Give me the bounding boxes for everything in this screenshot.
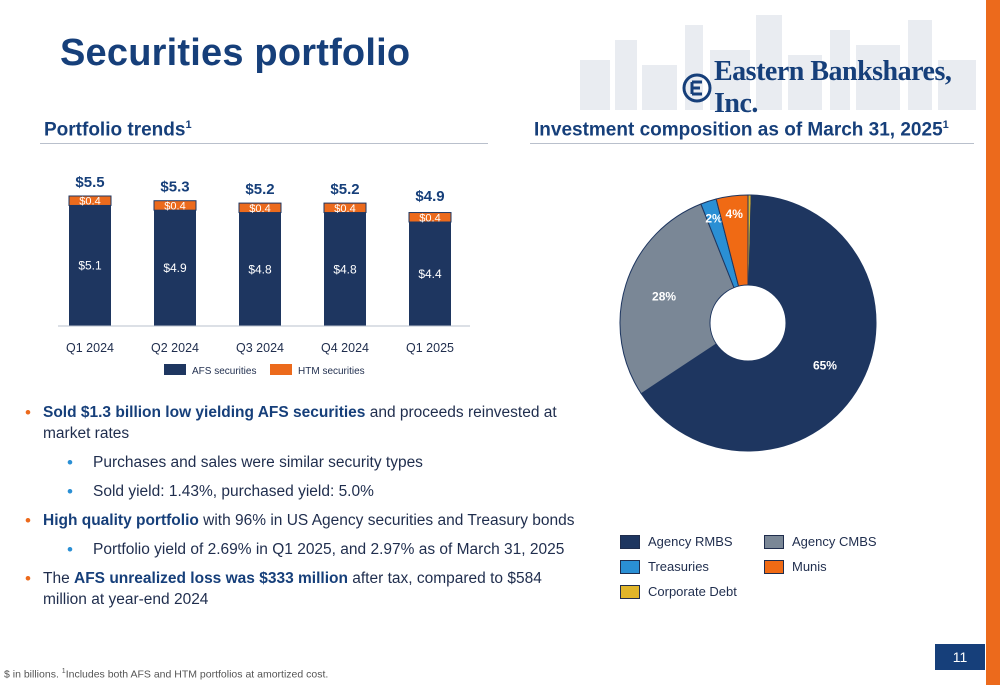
- legend-label: HTM securities: [298, 366, 365, 377]
- bar-label-htm: $0.4: [419, 212, 440, 224]
- pie-slice-label: 4%: [726, 207, 744, 221]
- bar-afs: [154, 210, 196, 326]
- bar-label-htm: $0.4: [334, 203, 355, 215]
- bullet-high-quality: High quality portfolio with 96% in US Ag…: [25, 510, 585, 531]
- pie-slice-label: 65%: [813, 359, 837, 373]
- page-number: 11: [935, 644, 985, 670]
- bar-afs: [239, 212, 281, 326]
- company-name: Eastern Bankshares, Inc.: [714, 56, 952, 119]
- investment-composition-chart: 65% 28% 2% 4%: [619, 194, 877, 452]
- skyline-background: [560, 0, 980, 110]
- portfolio-trends-chart: $5.1 $0.4 $5.5 Q1 2024 $4.9 $0.4 $5.3 Q2 2024 $4…: [58, 174, 470, 377]
- bar-total-label: $5.3: [160, 179, 189, 196]
- bar-afs: [69, 205, 111, 326]
- bar-htm: [408, 212, 452, 223]
- bar-htm: [153, 200, 197, 211]
- legend-swatch: [620, 584, 640, 599]
- bar-htm: [238, 202, 282, 214]
- x-tick-label: Q2 2024: [151, 341, 199, 355]
- bar-label-afs: $4.4: [418, 267, 442, 281]
- left-divider: [40, 143, 488, 144]
- bar-htm: [68, 195, 112, 206]
- pie-slice-label: 2%: [705, 211, 723, 225]
- pie-slice: [619, 203, 749, 395]
- legend-agency-rmbs: Agency RMBS: [620, 534, 733, 549]
- legend-swatch: [764, 534, 784, 549]
- logo-circle-icon: [682, 73, 712, 103]
- bar-afs: [324, 212, 366, 326]
- bar-afs: [409, 222, 451, 326]
- accent-stripe: [986, 0, 1000, 685]
- bar-total-label: $5.2: [330, 181, 359, 198]
- legend-swatch: [164, 364, 186, 375]
- footnote: $ in billions. 1Includes both AFS and HT…: [4, 668, 329, 681]
- donut-hole: [709, 284, 787, 362]
- bar-label-afs: $5.1: [78, 259, 102, 273]
- bullet-similar-types: Purchases and sales were similar securit…: [25, 452, 585, 473]
- bar-total-label: $5.5: [75, 174, 104, 191]
- legend-agency-cmbs: Agency CMBS: [764, 534, 877, 549]
- bar-label-afs: $4.8: [333, 262, 357, 276]
- bar-label-htm: $0.4: [79, 196, 100, 208]
- x-tick-label: Q4 2024: [321, 341, 369, 355]
- bullet-yields: Sold yield: 1.43%, purchased yield: 5.0%: [25, 481, 585, 502]
- legend-label: AFS securities: [192, 366, 256, 377]
- bar-total-label: $5.2: [245, 181, 274, 198]
- page-title: Securities portfolio: [60, 32, 411, 74]
- bar-label-afs: $4.8: [248, 262, 272, 276]
- bullet-unrealized-loss: The AFS unrealized loss was $333 million…: [25, 568, 585, 610]
- key-points: Sold $1.3 billion low yielding AFS secur…: [25, 402, 585, 618]
- x-tick-label: Q3 2024: [236, 341, 284, 355]
- legend-treasuries: Treasuries: [620, 559, 709, 574]
- bar-label-afs: $4.9: [163, 261, 187, 275]
- bullet-portfolio-yield: Portfolio yield of 2.69% in Q1 2025, and…: [25, 539, 585, 560]
- bar-label-htm: $0.4: [249, 203, 270, 215]
- legend-swatch: [620, 534, 640, 549]
- bar-htm: [323, 202, 367, 214]
- portfolio-trends-heading: Portfolio trends1: [44, 119, 192, 141]
- legend-swatch: [764, 559, 784, 574]
- bar-total-label: $4.9: [415, 188, 444, 205]
- bullet-sold-securities: Sold $1.3 billion low yielding AFS secur…: [25, 402, 585, 444]
- x-tick-label: Q1 2025: [406, 341, 454, 355]
- legend-swatch: [270, 364, 292, 375]
- bar-label-htm: $0.4: [164, 200, 185, 212]
- legend-munis: Munis: [764, 559, 827, 574]
- company-logo: Eastern Bankshares, Inc.: [682, 56, 1000, 120]
- legend-swatch: [620, 559, 640, 574]
- x-tick-label: Q1 2024: [66, 341, 114, 355]
- legend-corporate-debt: Corporate Debt: [620, 584, 737, 599]
- investment-composition-heading: Investment composition as of March 31, 2…: [534, 119, 949, 141]
- pie-slice-label: 28%: [652, 290, 676, 304]
- right-divider: [530, 143, 974, 144]
